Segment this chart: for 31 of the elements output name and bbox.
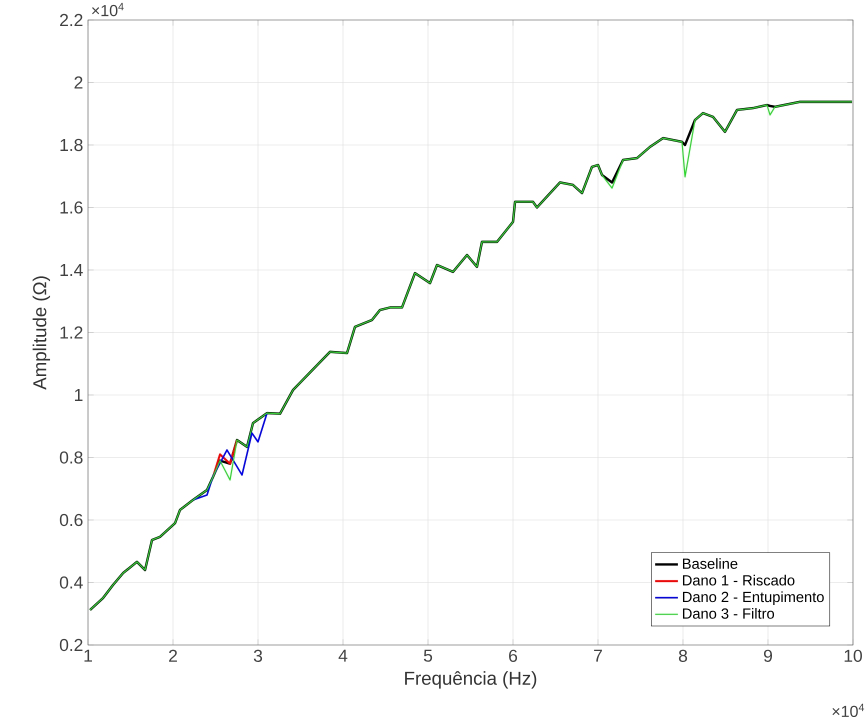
y-tick-label: 0.8 bbox=[60, 451, 83, 464]
x-tick-label: 1 bbox=[84, 650, 92, 662]
x-tick-label: 5 bbox=[424, 650, 432, 662]
legend-label: Dano 1 - Riscado bbox=[682, 574, 794, 586]
x-tick-label: 7 bbox=[594, 650, 602, 662]
y-tick-label: 1.4 bbox=[60, 264, 83, 276]
text: ×10$^{4}$ bbox=[832, 704, 864, 718]
line-series bbox=[212, 438, 238, 478]
y-tick-label: 1.6 bbox=[60, 201, 83, 214]
y-tick-label: 1 bbox=[74, 389, 82, 401]
legend-label: Dano 3 - Filtro bbox=[682, 608, 774, 619]
x-tick-label: 4 bbox=[338, 650, 348, 662]
line-series bbox=[192, 412, 268, 501]
x-tick-label: 6 bbox=[509, 650, 518, 662]
y-tick-label: 0.6 bbox=[60, 514, 83, 526]
x-tick-label: 9 bbox=[764, 650, 772, 662]
y-axis-title: Amplitude (Ω) bbox=[32, 276, 50, 390]
x-axis-title: Frequência (Hz) bbox=[405, 671, 536, 689]
x-tick-label: 10 bbox=[844, 650, 862, 662]
legend-label: Dano 2 - Entupimento bbox=[682, 591, 824, 606]
text: ×10$^{4}$ bbox=[92, 2, 124, 16]
y-tick-label: 2.2 bbox=[60, 14, 82, 26]
y-tick-label: 1.8 bbox=[60, 138, 83, 152]
legend-label: Baseline bbox=[682, 558, 738, 569]
y-tick-label: 2 bbox=[74, 76, 82, 89]
y-tick-label: 0.2 bbox=[60, 638, 82, 652]
x-tick-label: 8 bbox=[678, 650, 688, 662]
x-tick-label: 2 bbox=[169, 650, 177, 662]
y-tick-label: 0.4 bbox=[60, 576, 83, 589]
x-tick-label: 3 bbox=[254, 650, 262, 662]
y-tick-label: 1.2 bbox=[60, 326, 82, 339]
